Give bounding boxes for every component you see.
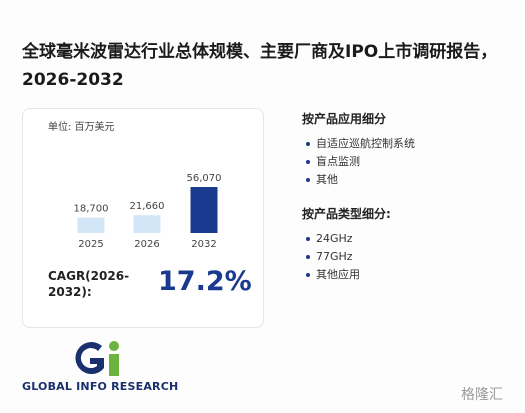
x-tick-label: 2026 (134, 239, 159, 250)
segment-heading: 按产品类型细分: (302, 207, 391, 221)
bar (190, 187, 218, 233)
bar (133, 215, 161, 233)
segment-list: 24GHz 77GHz 其他应用 (302, 230, 512, 284)
watermark: 格隆汇 (461, 387, 503, 403)
x-tick-label: 2025 (78, 239, 103, 250)
segment-list: 自适应巡航控制系统 盲点监测 其他 (302, 135, 512, 189)
x-tick-label: 2032 (191, 239, 216, 250)
segment: 按产品类型细分: 24GHz 77GHz 其他应用 (302, 205, 512, 284)
logo-text: GLOBAL INFO RESEARCH (22, 380, 179, 393)
value-label: 56,070 (187, 173, 222, 184)
chart: 单位: 百万美元 18,700 2025 21,660 2026 56,070 2032 (48, 120, 222, 250)
segment-item: 其他应用 (306, 266, 512, 284)
segment-item: 盲点监测 (306, 153, 512, 171)
bar (77, 217, 105, 233)
value-label: 21,660 (130, 201, 165, 212)
segment-item: 24GHz (306, 230, 512, 248)
cagr-label: CAGR(2026-2032): (48, 269, 130, 299)
segment-item: 自适应巡航控制系统 (306, 135, 512, 153)
segment-heading: 按产品应用细分 (302, 112, 387, 126)
segment: 按产品应用细分 自适应巡航控制系统 盲点监测 其他 (302, 110, 512, 189)
logo-mark (75, 341, 119, 376)
cagr-value: 17.2% (158, 266, 252, 297)
segment-item: 77GHz (306, 248, 512, 266)
value-label: 18,700 (74, 204, 109, 215)
unit-label: 单位: 百万美元 (48, 120, 115, 133)
segment-item: 其他 (306, 171, 512, 189)
report-title: 全球毫米波雷达行业总体规模、主要厂商及IPO上市调研报告，2026-2032 (22, 42, 498, 90)
